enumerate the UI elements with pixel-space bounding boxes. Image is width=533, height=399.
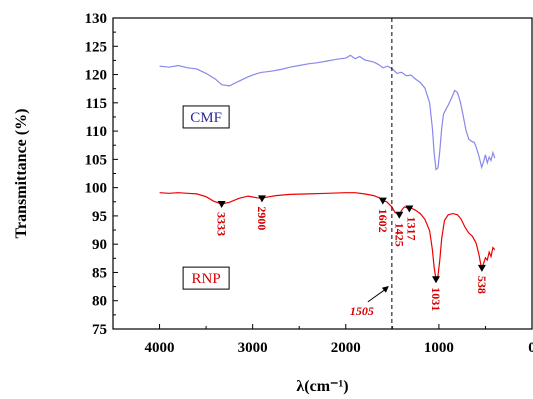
x-tick-label: 1000	[424, 340, 454, 356]
y-tick-label: 105	[85, 152, 108, 168]
series-label-box	[182, 266, 230, 290]
y-tick-label: 75	[92, 322, 107, 338]
y-tick-label: 90	[92, 237, 107, 253]
axes: 75 80 85 90 95 100 105 110 115 120 125 130 4000 3000 2…	[85, 11, 533, 356]
x-tick-label: 0	[528, 340, 533, 356]
y-tick-label: 95	[92, 209, 107, 225]
series-label-box	[182, 105, 230, 129]
peak-label: 3333	[215, 212, 229, 236]
peak-label: 1317	[404, 217, 418, 241]
peak-label: 1425	[392, 223, 406, 247]
series-label: CMF	[190, 110, 222, 126]
peak-label: 2900	[255, 206, 269, 230]
peak-marker	[405, 205, 414, 213]
x-tick-label: 2000	[331, 340, 361, 356]
peak-marker	[378, 197, 387, 205]
y-axis-title: Transmittance (%)	[13, 109, 30, 239]
y-tick-label: 125	[85, 39, 108, 55]
y-tick-label: 130	[85, 11, 108, 27]
peak-label: 1031	[429, 287, 443, 311]
peak-marker	[257, 195, 266, 203]
peak-marker	[217, 201, 226, 209]
y-tick-label: 80	[92, 294, 107, 310]
peak-label: 1602	[376, 209, 390, 233]
reference-arrow	[367, 287, 388, 303]
y-tick-label: 115	[85, 96, 107, 112]
x-tick-label: 3000	[238, 340, 268, 356]
x-tick-label: 4000	[145, 340, 175, 356]
series-label: RNP	[192, 271, 221, 287]
peak-marker	[477, 264, 486, 272]
y-tick-label: 120	[85, 68, 108, 84]
reference-arrow-head	[381, 286, 389, 293]
reference-label: 1505	[350, 304, 374, 318]
series-line-cmf	[159, 54, 496, 171]
peak-marker	[432, 276, 441, 284]
peak-label: 538	[475, 276, 489, 294]
y-tick-label: 100	[85, 181, 108, 197]
y-tick-label: 85	[92, 265, 107, 281]
x-axis-title: λ(cm⁻¹)	[296, 378, 348, 395]
series-line-rnp	[159, 192, 496, 281]
y-tick-label: 110	[85, 124, 107, 140]
peak-marker	[395, 211, 404, 219]
series-layer	[159, 54, 496, 281]
plot-frame	[112, 17, 533, 330]
